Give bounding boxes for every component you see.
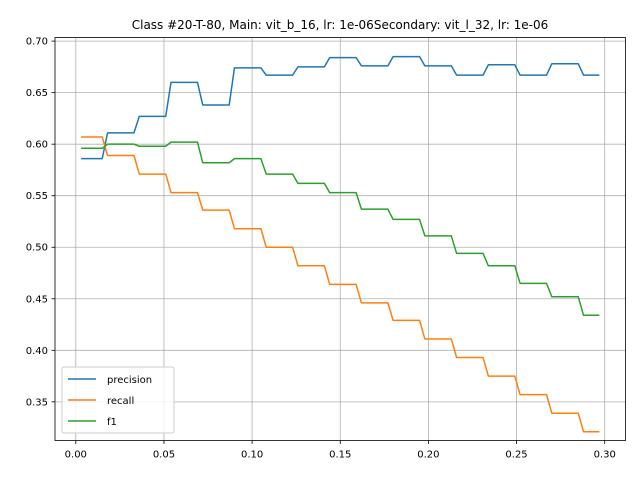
y-tick-label: 0.45 <box>26 294 48 305</box>
y-tick-label: 0.35 <box>26 397 48 408</box>
legend-box <box>61 366 175 434</box>
y-tick-label: 0.60 <box>26 140 48 151</box>
x-tick-label: 0.05 <box>153 450 175 461</box>
series-line-recall <box>81 136 600 433</box>
series-line-f1 <box>81 141 600 317</box>
chart-title: Class #20-T-80, Main: vit_b_16, lr: 1e-0… <box>132 18 549 32</box>
y-tick-label: 0.70 <box>26 37 48 48</box>
legend: precision recall f1 <box>61 366 175 434</box>
x-tick-label: 0.15 <box>329 450 351 461</box>
x-tick-label: 0.30 <box>594 450 616 461</box>
series-lines <box>81 55 600 433</box>
y-axis: 0.35 0.40 0.45 0.50 0.55 0.60 0.65 0.70 <box>26 37 55 408</box>
legend-label-f1: f1 <box>107 417 117 428</box>
x-tick-label: 0.10 <box>241 450 263 461</box>
x-tick-label: 0.00 <box>65 450 87 461</box>
x-axis: 0.00 0.05 0.10 0.15 0.20 0.25 0.30 <box>65 440 616 461</box>
legend-label-recall: recall <box>107 396 134 407</box>
y-tick-label: 0.55 <box>26 191 48 202</box>
series-line-precision <box>81 55 600 160</box>
x-tick-label: 0.20 <box>417 450 439 461</box>
x-tick-label: 0.25 <box>505 450 527 461</box>
legend-label-precision: precision <box>107 375 152 386</box>
y-tick-label: 0.50 <box>26 243 48 254</box>
y-tick-label: 0.65 <box>26 88 48 99</box>
y-tick-label: 0.40 <box>26 346 48 357</box>
